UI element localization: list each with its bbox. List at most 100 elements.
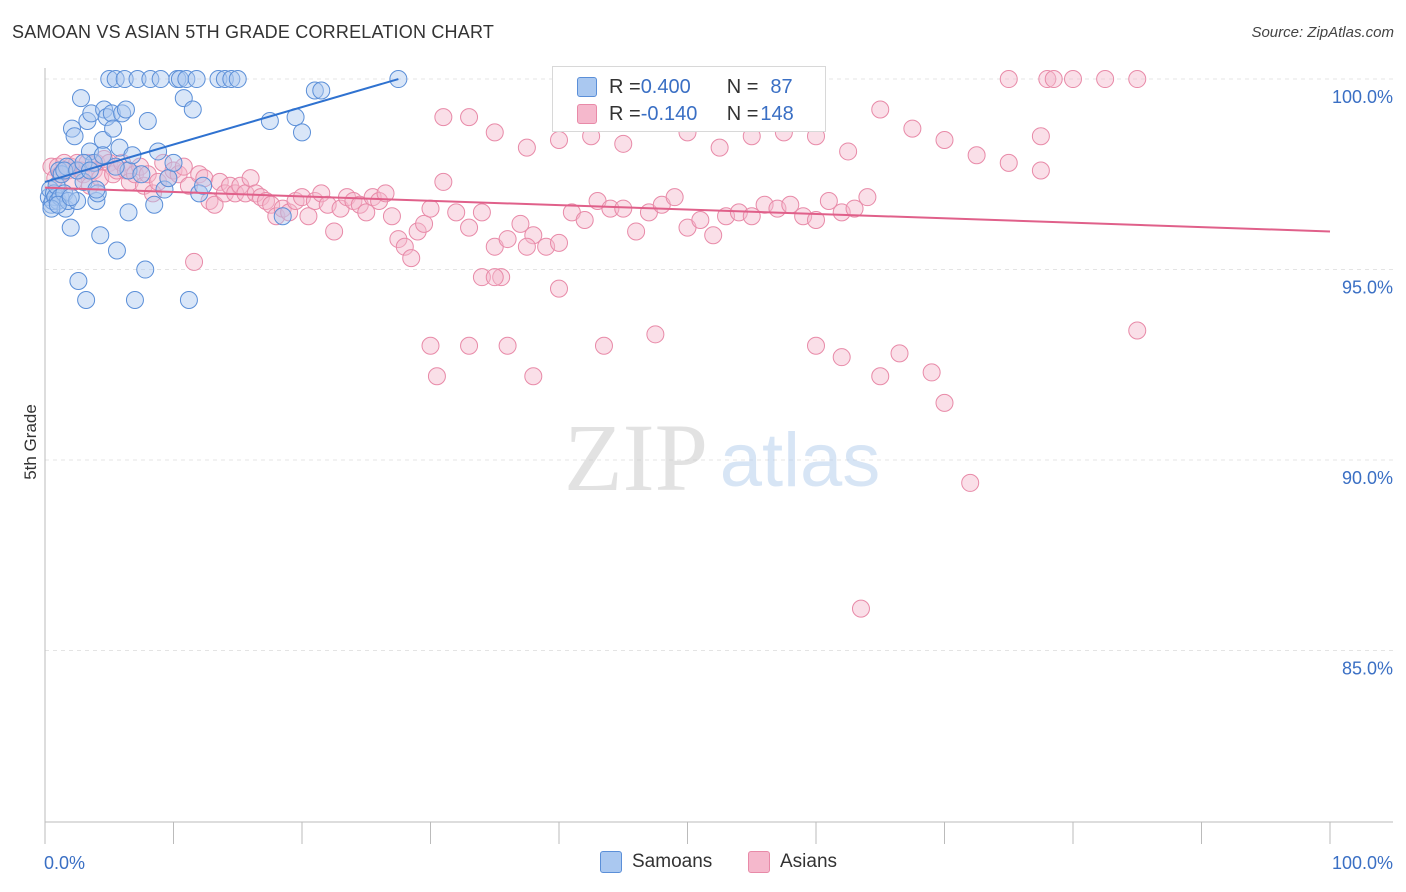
grid-lines — [45, 78, 1393, 652]
asian-point — [575, 211, 594, 230]
asian-point — [382, 207, 401, 226]
samoan-point — [194, 176, 213, 195]
asians-legend-swatch — [748, 851, 770, 873]
samoans-trend-line — [44, 78, 399, 183]
samoan-point — [132, 165, 151, 184]
asian-point — [1031, 161, 1050, 180]
asian-point — [807, 211, 825, 230]
asian-point — [710, 138, 729, 157]
samoan-point — [209, 70, 228, 89]
asian-point — [389, 230, 408, 249]
asian-point — [594, 336, 613, 355]
samoan-point — [65, 127, 84, 146]
legend-item-label: Asians — [780, 851, 838, 872]
y-tick-label: 90.0% — [1342, 468, 1393, 488]
asian-point — [460, 218, 479, 237]
samoan-point — [305, 81, 324, 100]
asians-swatch — [577, 104, 597, 124]
asian-point — [935, 393, 954, 412]
samoan-point — [222, 70, 241, 89]
samoan-point — [71, 89, 90, 108]
x-tick-label-max: 100.0% — [1332, 853, 1393, 873]
x-tick-label-min: 0.0% — [44, 853, 85, 873]
asian-point — [851, 599, 870, 618]
asian-point — [517, 237, 536, 256]
samoan-point — [273, 207, 292, 226]
trend-lines — [44, 78, 1331, 233]
samoan-point — [136, 260, 155, 279]
y-tick-label: 100.0% — [1332, 87, 1393, 107]
source-label: Source: ZipAtlas.com — [1251, 24, 1394, 41]
samoan-point — [115, 70, 134, 89]
legend-r-label: R = — [609, 102, 641, 125]
legend-row-samoans: R = 0.400 N = 87 — [577, 75, 793, 99]
samoan-point — [183, 100, 202, 119]
asian-point — [498, 230, 517, 249]
asian-point — [408, 222, 427, 241]
legend-item-samoans: Samoans — [600, 851, 712, 873]
asian-point — [550, 233, 568, 252]
asian-point — [434, 172, 453, 191]
asian-point — [498, 336, 517, 355]
legend-r-value: -0.140 — [640, 102, 698, 125]
asian-point — [967, 146, 986, 165]
axes — [44, 68, 1393, 844]
asian-point — [665, 188, 684, 207]
asian-point — [999, 153, 1018, 172]
asian-point — [517, 138, 536, 157]
asian-point — [524, 226, 543, 245]
asian-point — [832, 348, 851, 367]
samoan-point — [179, 291, 198, 310]
samoan-point — [128, 70, 147, 89]
asian-point — [819, 191, 838, 210]
samoan-point — [77, 291, 96, 310]
asian-point — [492, 268, 511, 287]
asian-point — [890, 344, 909, 363]
samoan-point — [93, 131, 112, 150]
correlation-legend: R = 0.400 N = 87 R = -0.140 N = 148 — [552, 66, 826, 132]
asian-point — [935, 131, 954, 150]
samoan-point — [145, 195, 164, 214]
asian-point — [871, 100, 890, 119]
samoan-point — [151, 70, 170, 89]
legend-n-value: 87 — [770, 75, 793, 98]
asian-point — [179, 176, 198, 195]
samoan-point — [125, 291, 144, 310]
asian-point — [485, 123, 504, 142]
asian-point — [614, 199, 633, 218]
asian-point — [421, 336, 440, 355]
samoan-point — [159, 169, 178, 188]
samoans-points — [39, 70, 408, 310]
samoan-point — [104, 119, 123, 138]
asian-point — [922, 363, 941, 382]
samoan-point — [164, 153, 183, 172]
samoan-point — [116, 100, 135, 119]
legend-n-value: 148 — [760, 102, 794, 125]
samoan-point — [100, 70, 119, 89]
asian-point — [427, 367, 446, 386]
asian-point — [524, 367, 543, 386]
samoan-point — [187, 70, 206, 89]
asian-point — [1038, 70, 1057, 89]
asian-point — [210, 172, 229, 191]
asian-point — [143, 184, 162, 203]
samoan-point — [93, 146, 112, 165]
legend-item-asians: Asians — [748, 851, 837, 873]
asian-point — [370, 191, 389, 210]
y-tick-label: 95.0% — [1342, 278, 1393, 298]
samoan-point — [138, 111, 157, 130]
asian-point — [807, 336, 825, 355]
asian-point — [550, 131, 568, 150]
asian-point — [614, 134, 633, 153]
samoans-legend-swatch — [600, 851, 622, 873]
samoan-point — [119, 203, 138, 222]
asian-point — [646, 325, 665, 344]
asian-point — [185, 252, 204, 271]
y-tick-labels: 100.0% 95.0% 90.0% 85.0% — [1332, 87, 1393, 678]
asian-point — [205, 195, 224, 214]
series-legend: Samoans Asians — [0, 851, 1406, 877]
asian-point — [858, 188, 877, 207]
asian-point — [1064, 70, 1082, 89]
asian-point — [627, 222, 646, 241]
